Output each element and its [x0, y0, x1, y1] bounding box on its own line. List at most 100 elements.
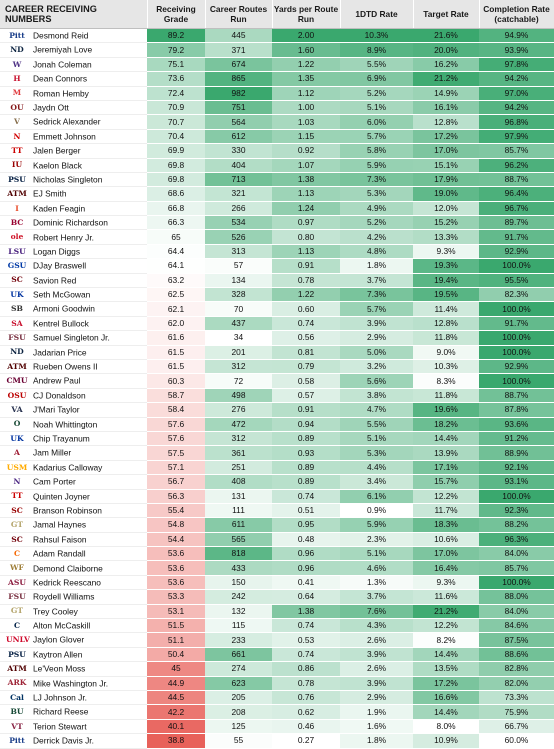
table-row: BC Dominic Richardson 66.3 534 0.97 5.2% 15.2%… — [0, 215, 554, 231]
cell-1dtd-rate: 5.2% — [340, 215, 413, 231]
team-logo-icon: OSU — [7, 390, 27, 400]
cell-1dtd-rate: 8.9% — [340, 42, 413, 58]
cell-target-rate: 14.4% — [413, 431, 479, 447]
cell-completion-rate: 88.2% — [479, 517, 554, 533]
cell-completion-rate: 100.0% — [479, 330, 554, 346]
cell-career-routes: 661 — [205, 647, 272, 663]
cell-completion-rate: 97.9% — [479, 129, 554, 145]
cell-completion-rate: 100.0% — [479, 489, 554, 504]
team-logo-icon: BU — [10, 707, 24, 717]
cell-career-routes: 623 — [205, 676, 272, 691]
player-name: Trey Cooley — [33, 605, 78, 616]
player-name: Jalen Berger — [33, 145, 81, 156]
cell-receiving-grade: 58.7 — [147, 388, 205, 404]
table-row: C Adam Randall 53.6 818 0.96 5.1% 17.0% 84.0% — [0, 546, 554, 562]
cell-completion-rate: 96.3% — [479, 532, 554, 548]
cell-receiving-grade: 50.4 — [147, 647, 205, 663]
cell-target-rate: 14.9% — [413, 86, 479, 101]
cell-player: IU Kaelon Black — [0, 158, 147, 173]
cell-player: PSU Nicholas Singleton — [0, 172, 147, 188]
cell-receiving-grade: 40.1 — [147, 719, 205, 735]
cell-completion-rate: 93.9% — [479, 42, 554, 58]
cell-player: UK Seth McGowan — [0, 287, 147, 303]
cell-completion-rate: 84.0% — [479, 604, 554, 620]
player-name: Rueben Owens II — [33, 361, 98, 372]
team-logo-icon: UNLV — [6, 635, 30, 645]
cell-yards-per-route: 0.95 — [272, 517, 340, 533]
player-name: Andrew Paul — [33, 375, 81, 386]
table-row: O Noah Whittington 57.6 472 0.94 5.5% 18.2% 93.… — [0, 417, 554, 432]
team-logo-icon: V — [14, 117, 20, 127]
cell-yards-per-route: 1.22 — [272, 57, 340, 73]
cell-completion-rate: 92.9% — [479, 244, 554, 260]
cell-career-routes: 34 — [205, 330, 272, 346]
cell-1dtd-rate: 3.2% — [340, 359, 413, 375]
table-row: ND Jeremiyah Love 79.2 371 1.60 8.9% 20.0% 93.9… — [0, 42, 554, 58]
table-row: FSU Samuel Singleton Jr. 61.6 34 0.56 2.9% 11.… — [0, 330, 554, 346]
cell-player: LSU Logan Diggs — [0, 244, 147, 260]
team-logo-icon: C — [13, 620, 21, 630]
cell-target-rate: 12.2% — [413, 489, 479, 504]
table-row: ND Jadarian Price 61.5 201 0.81 5.0% 9.0% 100.0… — [0, 345, 554, 360]
cell-target-rate: 11.7% — [413, 503, 479, 519]
cell-1dtd-rate: 0.9% — [340, 503, 413, 519]
cell-target-rate: 15.2% — [413, 215, 479, 231]
cell-yards-per-route: 0.79 — [272, 359, 340, 375]
cell-career-routes: 498 — [205, 388, 272, 404]
cell-yards-per-route: 0.91 — [272, 402, 340, 418]
player-name: Jaylon Glover — [33, 634, 85, 645]
cell-1dtd-rate: 5.8% — [340, 143, 413, 159]
cell-completion-rate: 88.7% — [479, 388, 554, 404]
cell-1dtd-rate: 4.7% — [340, 402, 413, 418]
cell-receiving-grade: 75.1 — [147, 57, 205, 73]
table-row: BU Richard Reese 42.2 208 0.62 1.9% 14.4% 75.9% — [0, 704, 554, 720]
cell-career-routes: 276 — [205, 402, 272, 418]
cell-career-routes: 132 — [205, 604, 272, 620]
player-name: Sedrick Alexander — [33, 116, 101, 127]
team-logo-icon: PSU — [8, 174, 26, 184]
cell-1dtd-rate: 6.9% — [340, 71, 413, 87]
cell-yards-per-route: 0.48 — [272, 532, 340, 548]
cell-receiving-grade: 62.0 — [147, 316, 205, 332]
cell-career-routes: 437 — [205, 316, 272, 332]
table-row: VA J'Mari Taylor 58.4 276 0.91 4.7% 19.6% 87.8% — [0, 402, 554, 418]
cell-completion-rate: 97.8% — [479, 57, 554, 73]
cell-1dtd-rate: 2.9% — [340, 330, 413, 346]
cell-player: WF Demond Claiborne — [0, 560, 147, 576]
cell-target-rate: 9.3% — [413, 575, 479, 591]
team-logo-icon: GT — [10, 606, 24, 616]
cell-player: OU Jaydn Ott — [0, 100, 147, 116]
cell-completion-rate: 88.7% — [479, 172, 554, 188]
cell-receiving-grade: 61.5 — [147, 359, 205, 375]
cell-yards-per-route: 0.74 — [272, 316, 340, 332]
cell-1dtd-rate: 5.1% — [340, 100, 413, 116]
header-row: CAREER RECEIVING NUMBERS Receiving Grade… — [0, 0, 554, 29]
cell-receiving-grade: 65 — [147, 229, 205, 245]
player-name: Desmond Reid — [33, 30, 89, 41]
header-1dtd-rate: 1DTD Rate — [340, 0, 414, 29]
player-name: DJay Braswell — [33, 260, 87, 271]
cell-career-routes: 674 — [205, 57, 272, 73]
table-row: TT Quinten Joyner 56.3 131 0.74 6.1% 12.2% 100.… — [0, 489, 554, 504]
cell-1dtd-rate: 5.6% — [340, 373, 413, 389]
table-row: I Kaden Feagin 66.8 266 1.24 4.9% 12.0% 96.7% — [0, 201, 554, 217]
team-logo-icon: H — [13, 74, 21, 83]
cell-completion-rate: 92.3% — [479, 503, 554, 519]
cell-career-routes: 70 — [205, 301, 272, 317]
player-name: Armoni Goodwin — [33, 303, 95, 314]
cell-player: GSU DJay Braswell — [0, 258, 147, 274]
team-logo-icon: Pitt — [9, 735, 25, 745]
table-row: FSU Roydell Williams 53.3 242 0.64 3.7% 11.6% 8… — [0, 589, 554, 605]
cell-yards-per-route: 1.22 — [272, 287, 340, 303]
player-name: Dean Connors — [33, 73, 88, 84]
cell-1dtd-rate: 7.6% — [340, 604, 413, 620]
player-name: Robert Henry Jr. — [33, 231, 94, 242]
cell-yards-per-route: 0.97 — [272, 215, 340, 231]
table-row: SA Kentrel Bullock 62.0 437 0.74 3.9% 12.8% 91.… — [0, 316, 554, 332]
cell-1dtd-rate: 7.3% — [340, 172, 413, 188]
cell-player: ATM EJ Smith — [0, 186, 147, 202]
cell-1dtd-rate: 1.8% — [340, 258, 413, 274]
cell-completion-rate: 87.8% — [479, 402, 554, 418]
player-name: EJ Smith — [33, 188, 67, 199]
cell-target-rate: 18.3% — [413, 517, 479, 533]
